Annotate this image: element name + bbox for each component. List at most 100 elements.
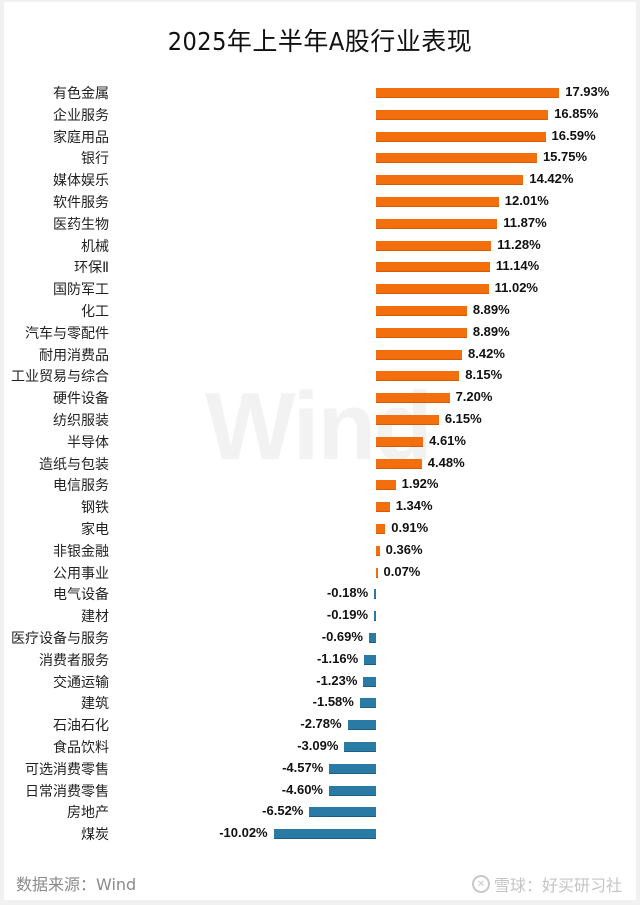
positive-bar (376, 262, 490, 272)
chart-row: 媒体娱乐 14.42% (0, 169, 640, 191)
negative-bar (368, 633, 376, 642)
value-label: 0.91% (391, 520, 429, 535)
positive-bar (376, 131, 546, 141)
positive-bar (376, 284, 489, 294)
chart-row: 房地产 -6.52% (0, 801, 640, 823)
category-label: 非银金融 (53, 543, 109, 560)
positive-bar (376, 545, 380, 555)
category-label: 媒体娱乐 (53, 173, 109, 190)
value-label: 16.59% (551, 127, 596, 143)
value-label: -3.09% (297, 738, 339, 753)
category-label: 工业贸易与综合 (11, 369, 109, 386)
positive-bar (376, 109, 549, 119)
value-label: 16.85% (554, 105, 599, 121)
value-label: 14.42% (529, 171, 574, 187)
value-label: 12.01% (504, 193, 549, 208)
value-label: 7.20% (455, 389, 493, 405)
chart-row: 环保Ⅱ 11.14% (0, 256, 640, 278)
bar-chart: 有色金属 17.93% 企业服务 16.85% 家庭用品 16.59% 银行 15.75% 媒体… (0, 82, 640, 847)
chart-row: 家庭用品 16.59% (0, 126, 640, 148)
chart-row: 化工 8.89% (0, 300, 640, 322)
category-label: 半导体 (67, 434, 109, 451)
chart-row: 银行 15.75% (0, 147, 640, 169)
chart-row: 国防军工 11.02% (0, 278, 640, 300)
category-label: 日常消费零售 (25, 783, 109, 800)
positive-bar (376, 393, 450, 403)
category-label: 软件服务 (53, 195, 109, 211)
chart-row: 半导体 4.61% (0, 431, 640, 453)
positive-bar (376, 218, 498, 228)
value-label: 11.14% (495, 258, 540, 274)
negative-bar (328, 785, 376, 795)
chart-row: 钢铁 1.34% (0, 496, 640, 518)
value-label: 0.07% (383, 563, 421, 579)
chart-row: 可选消费零售 -4.57% (0, 758, 640, 780)
value-label: 15.75% (542, 149, 588, 165)
value-label: -10.02% (219, 825, 268, 841)
positive-bar (376, 175, 524, 185)
positive-bar (376, 349, 463, 359)
chart-row: 工业贸易与综合 8.15% (0, 365, 640, 387)
value-label: 0.36% (385, 541, 423, 557)
value-label: 8.42% (468, 345, 505, 361)
value-label: 1.34% (395, 498, 433, 514)
positive-bar (376, 327, 467, 337)
negative-bar (273, 829, 376, 839)
category-label: 医药生物 (53, 216, 109, 233)
value-label: 17.93% (565, 84, 610, 99)
positive-bar (376, 524, 386, 533)
value-label: 1.92% (401, 476, 439, 492)
chart-row: 食品饮料 -3.09% (0, 736, 640, 758)
negative-bar (374, 589, 376, 599)
value-label: -0.69% (321, 629, 363, 644)
category-label: 医疗设备与服务 (11, 631, 109, 647)
chart-row: 企业服务 16.85% (0, 104, 640, 126)
category-label: 电信服务 (53, 478, 109, 495)
positive-bar (376, 306, 467, 315)
value-label: -1.23% (316, 672, 358, 688)
positive-bar (376, 458, 422, 468)
category-label: 家电 (81, 522, 109, 538)
value-label: 11.28% (497, 236, 541, 252)
value-label: -1.58% (312, 694, 354, 710)
value-label: -1.16% (316, 650, 359, 666)
category-label: 电气设备 (53, 587, 109, 604)
chart-row: 建筑 -1.58% (0, 692, 640, 714)
value-label: 11.02% (494, 280, 538, 296)
chart-card (4, 2, 636, 900)
positive-bar (376, 153, 537, 163)
value-label: 4.48% (427, 454, 465, 470)
negative-bar (347, 720, 376, 730)
value-label: 8.15% (465, 367, 503, 383)
category-label: 有色金属 (53, 86, 109, 102)
chart-row: 电气设备 -0.18% (0, 583, 640, 605)
category-label: 银行 (81, 151, 109, 168)
category-label: 交通运输 (53, 674, 109, 691)
negative-bar (344, 742, 376, 751)
value-label: -4.57% (282, 759, 324, 775)
negative-bar (374, 611, 376, 621)
chart-row: 非银金融 0.36% (0, 540, 640, 562)
negative-bar (329, 763, 376, 773)
category-label: 建材 (81, 609, 109, 626)
data-source-note: 数据来源：Wind (16, 875, 137, 894)
positive-bar (376, 502, 390, 512)
chart-row: 建材 -0.19% (0, 605, 640, 627)
category-label: 汽车与零配件 (25, 325, 109, 342)
chart-row: 公用事业 0.07% (0, 562, 640, 584)
value-label: -6.52% (262, 803, 304, 819)
value-label: -4.60% (281, 781, 323, 797)
positive-bar (376, 88, 560, 97)
chart-row: 纺织服装 6.15% (0, 409, 640, 431)
category-label: 环保Ⅱ (74, 260, 109, 277)
category-label: 化工 (81, 304, 109, 320)
negative-bar (359, 698, 376, 708)
chart-row: 交通运输 -1.23% (0, 671, 640, 693)
positive-bar (376, 197, 499, 206)
chart-row: 消费者服务 -1.16% (0, 649, 640, 671)
positive-bar (376, 371, 460, 381)
chart-row: 煤炭 -10.02% (0, 823, 640, 845)
chart-row: 家电 0.91% (0, 518, 640, 540)
chart-row: 硬件设备 7.20% (0, 387, 640, 409)
value-label: 6.15% (444, 411, 482, 426)
